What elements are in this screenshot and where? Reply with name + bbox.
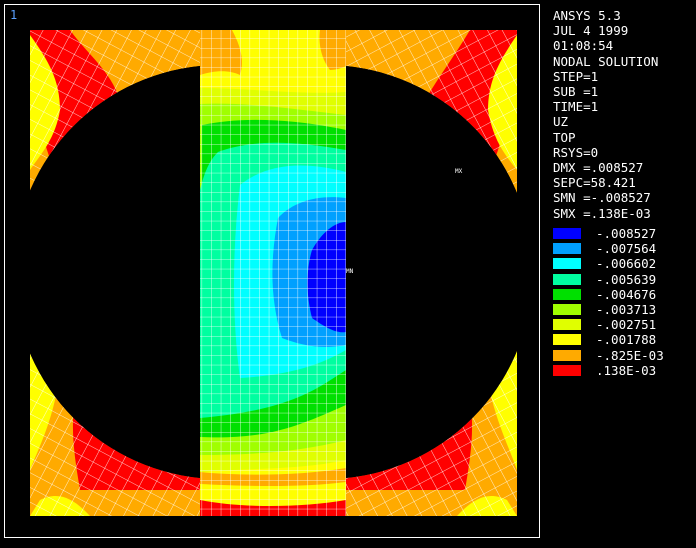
legend-swatch	[553, 288, 581, 300]
legend-swatch	[553, 319, 581, 331]
legend-swatch	[553, 258, 581, 270]
legend-label: -.006602	[596, 256, 657, 272]
legend-label: -.002751	[596, 317, 657, 333]
legend-swatch	[553, 349, 581, 361]
viewport-frame	[4, 4, 540, 538]
hole-right-half	[346, 66, 533, 478]
info-line: 01:08:54	[553, 38, 614, 54]
legend-swatch	[553, 243, 581, 255]
legend-label: -.008527	[596, 226, 657, 241]
info-line: RSYS=0	[553, 144, 599, 160]
info-panel: ANSYS 5.3 JUL 4 1999 01:08:54 NODAL SOLU…	[553, 8, 658, 221]
legend-swatch	[553, 334, 581, 346]
info-line: JUL 4 1999	[553, 23, 629, 39]
info-line: ANSYS 5.3	[553, 8, 621, 23]
info-line: TOP	[553, 129, 576, 145]
legend-label: -.007564	[596, 241, 657, 257]
info-line: TIME=1	[553, 99, 599, 115]
hole-left-half	[13, 66, 200, 478]
legend-label: .138E-03	[596, 362, 657, 378]
legend-label: -.005639	[596, 271, 657, 287]
info-line: SEPC=58.421	[553, 175, 636, 191]
legend-swatch	[553, 303, 581, 315]
min-marker: MN	[346, 268, 354, 275]
info-line: NODAL SOLUTION	[553, 53, 659, 69]
legend-swatch	[553, 364, 581, 376]
info-line: STEP=1	[553, 68, 599, 84]
center-strip	[200, 30, 346, 516]
legend-swatch	[553, 273, 581, 285]
info-line: SMX =.138E-03	[553, 205, 651, 221]
max-marker: MX	[455, 168, 463, 175]
info-line: SUB =1	[553, 84, 599, 100]
window-number: 1	[10, 8, 18, 22]
legend-label: -.003713	[596, 301, 657, 317]
legend-swatch	[553, 228, 581, 239]
legend-label: -.004676	[596, 286, 657, 302]
legend-label: -.001788	[596, 332, 657, 348]
legend-label: -.825E-03	[596, 347, 664, 363]
info-line: DMX =.008527	[553, 160, 644, 176]
info-line: UZ	[553, 114, 569, 130]
info-line: SMN =-.008527	[553, 190, 651, 206]
